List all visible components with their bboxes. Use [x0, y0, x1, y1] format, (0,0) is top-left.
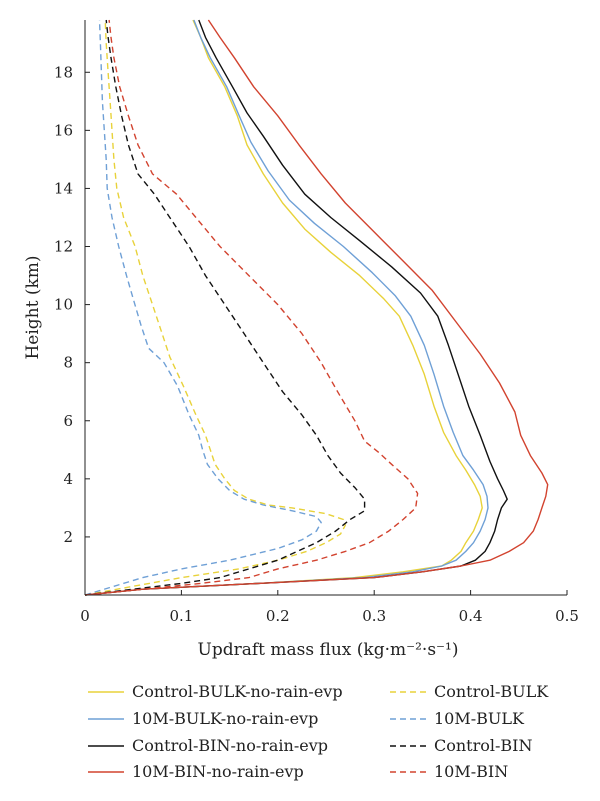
legend-item: 10M-BULK: [390, 709, 525, 728]
ticks: 0 0.1 0.2 0.3 0.4 0.5 2 4 6 8 10 12 14 16 18: [54, 63, 579, 625]
series-line-control-bin: [84, 19, 366, 596]
series-line-10m-bin-no-rain-evp: [84, 19, 549, 596]
y-tick-label: 12: [54, 238, 73, 256]
legend-item: 10M-BIN: [390, 762, 508, 781]
series-line-control-bulk: [84, 19, 346, 596]
axes: [84, 20, 567, 596]
y-tick-label: 2: [63, 528, 73, 546]
y-axis-label: Height (km): [23, 255, 43, 359]
legend-label: 10M-BIN-no-rain-evp: [132, 762, 304, 781]
x-tick-label: 0.1: [169, 607, 193, 625]
legend-label: Control-BIN-no-rain-evp: [132, 736, 328, 755]
y-tick-label: 6: [63, 412, 73, 430]
x-tick-label: 0.4: [459, 607, 483, 625]
legend-item: 10M-BULK-no-rain-evp: [88, 709, 318, 728]
legend-label: Control-BULK-no-rain-evp: [132, 682, 343, 701]
x-axis-label: Updraft mass flux (kg·m⁻²·s⁻¹): [198, 640, 459, 660]
legend-item: Control-BULK: [390, 682, 549, 701]
legend-label: 10M-BIN: [434, 762, 508, 781]
x-tick-label: 0.3: [362, 607, 386, 625]
legend: Control-BULK-no-rain-evp 10M-BULK-no-rain…: [88, 682, 549, 781]
x-tick-label: 0: [80, 607, 90, 625]
y-tick-label: 14: [54, 179, 73, 197]
legend-label: 10M-BULK: [434, 709, 525, 728]
y-tick-label: 16: [54, 121, 73, 139]
y-tick-label: 18: [54, 63, 73, 81]
y-tick-label: 4: [63, 470, 73, 488]
legend-item: Control-BULK-no-rain-evp: [88, 682, 343, 701]
series-line-10m-bulk: [84, 19, 322, 596]
x-tick-label: 0.2: [266, 607, 290, 625]
y-tick-label: 10: [54, 296, 73, 314]
legend-item: Control-BIN-no-rain-evp: [88, 736, 328, 755]
x-tick-label: 0.5: [555, 607, 579, 625]
series-line-10m-bulk-no-rain-evp: [84, 19, 489, 596]
series-line-control-bin-no-rain-evp: [84, 19, 508, 596]
legend-item: Control-BIN: [390, 736, 533, 755]
legend-item: 10M-BIN-no-rain-evp: [88, 762, 304, 781]
legend-label: Control-BIN: [434, 736, 533, 755]
y-tick-label: 8: [63, 354, 73, 372]
series-line-10m-bin: [84, 19, 419, 596]
legend-label: 10M-BULK-no-rain-evp: [132, 709, 318, 728]
plot-series: [84, 19, 549, 596]
legend-label: Control-BULK: [434, 682, 549, 701]
